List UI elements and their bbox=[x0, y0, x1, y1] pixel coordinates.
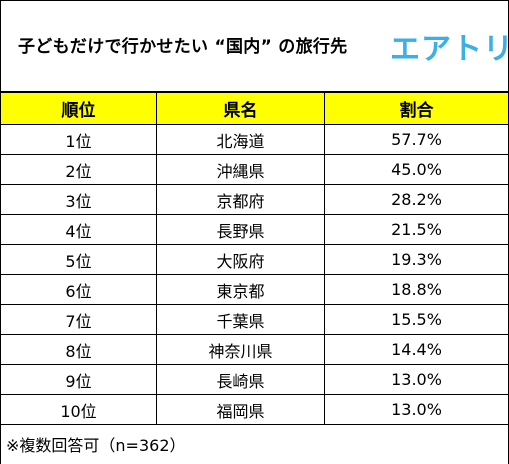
table-row: 4位 長野県 21.5% bbox=[0, 214, 509, 245]
footnote: ※複数回答可（n=362） bbox=[6, 436, 186, 455]
percentage-cell: 18.8% bbox=[324, 274, 509, 305]
table-row: 1位 北海道 57.7% bbox=[0, 124, 509, 155]
rank-cell: 7位 bbox=[0, 304, 157, 335]
table-row: 7位 千葉県 15.5% bbox=[0, 304, 509, 335]
table-row: 6位 東京都 18.8% bbox=[0, 274, 509, 305]
rank-cell: 10位 bbox=[0, 394, 157, 425]
table-row: 10位 福岡県 13.0% bbox=[0, 394, 509, 425]
title-bar: 子どもだけで行かせたい “国内” の旅行先 エアトリ bbox=[0, 0, 509, 92]
percentage-cell: 19.3% bbox=[324, 244, 509, 275]
prefecture-cell: 北海道 bbox=[156, 124, 325, 155]
table-row: 2位 沖縄県 45.0% bbox=[0, 154, 509, 185]
prefecture-cell: 沖縄県 bbox=[156, 154, 325, 185]
percentage-cell: 45.0% bbox=[324, 154, 509, 185]
table-row: 8位 神奈川県 14.4% bbox=[0, 334, 509, 365]
ranking-table: 順位 県名 割合 1位 北海道 57.7% 2位 沖縄県 45.0% 3位 京都府 28.2% 4… bbox=[0, 92, 509, 425]
table-row: 9位 長崎県 13.0% bbox=[0, 364, 509, 395]
percentage-cell: 21.5% bbox=[324, 214, 509, 245]
chart-title: 子どもだけで行かせたい “国内” の旅行先 bbox=[18, 37, 348, 57]
rank-cell: 6位 bbox=[0, 274, 157, 305]
column-header-rank: 順位 bbox=[0, 92, 157, 125]
prefecture-cell: 千葉県 bbox=[156, 304, 325, 335]
rank-cell: 4位 bbox=[0, 214, 157, 245]
percentage-cell: 15.5% bbox=[324, 304, 509, 335]
column-header-percentage: 割合 bbox=[324, 92, 509, 125]
prefecture-cell: 東京都 bbox=[156, 274, 325, 305]
prefecture-cell: 長野県 bbox=[156, 214, 325, 245]
table-row: 5位 大阪府 19.3% bbox=[0, 244, 509, 275]
percentage-cell: 28.2% bbox=[324, 184, 509, 215]
rank-cell: 2位 bbox=[0, 154, 157, 185]
prefecture-cell: 神奈川県 bbox=[156, 334, 325, 365]
rank-cell: 5位 bbox=[0, 244, 157, 275]
prefecture-cell: 福岡県 bbox=[156, 394, 325, 425]
prefecture-cell: 大阪府 bbox=[156, 244, 325, 275]
percentage-cell: 14.4% bbox=[324, 334, 509, 365]
table-row: 3位 京都府 28.2% bbox=[0, 184, 509, 215]
percentage-cell: 57.7% bbox=[324, 124, 509, 155]
percentage-cell: 13.0% bbox=[324, 364, 509, 395]
prefecture-cell: 京都府 bbox=[156, 184, 325, 215]
prefecture-cell: 長崎県 bbox=[156, 364, 325, 395]
rank-cell: 1位 bbox=[0, 124, 157, 155]
table-body: 1位 北海道 57.7% 2位 沖縄県 45.0% 3位 京都府 28.2% 4位 長野県 21.5%… bbox=[0, 124, 509, 425]
brand-logo: エアトリ bbox=[390, 32, 509, 67]
column-header-prefecture: 県名 bbox=[156, 92, 325, 125]
rank-cell: 3位 bbox=[0, 184, 157, 215]
rank-cell: 9位 bbox=[0, 364, 157, 395]
percentage-cell: 13.0% bbox=[324, 394, 509, 425]
table-header-row: 順位 県名 割合 bbox=[0, 92, 509, 125]
rank-cell: 8位 bbox=[0, 334, 157, 365]
